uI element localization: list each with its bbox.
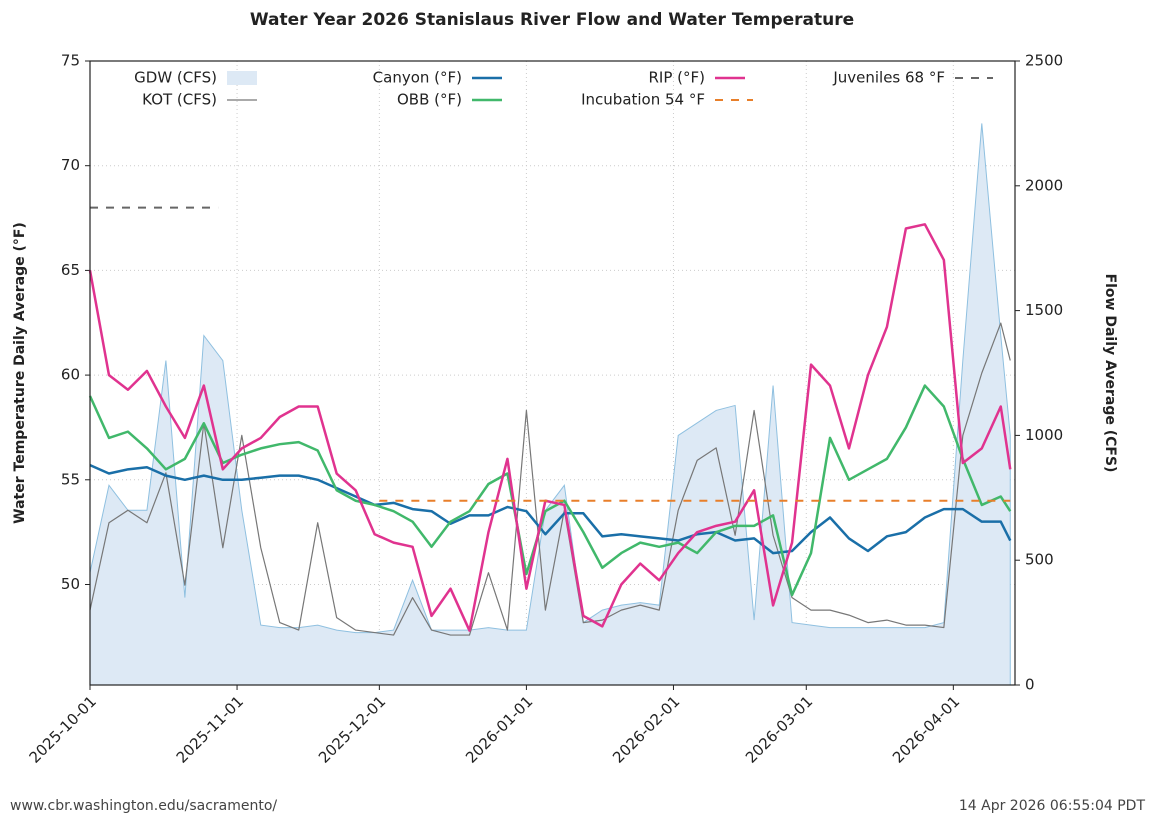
area bbox=[89, 123, 1011, 686]
y-tick-label: 75 bbox=[61, 52, 80, 70]
y2-tick-label: 2500 bbox=[1025, 52, 1063, 70]
legend-label: KOT (CFS) bbox=[142, 91, 217, 109]
y2-axis-label: Flow Daily Average (CFS) bbox=[1102, 274, 1118, 473]
y2-tick-label: 500 bbox=[1025, 551, 1054, 569]
plot-frame bbox=[89, 60, 1016, 686]
x-tick-label: 2025-11-01 bbox=[173, 692, 247, 766]
line bbox=[88, 384, 1012, 597]
x-tick-label: 2026-02-01 bbox=[609, 692, 683, 766]
y2-tick-label: 0 bbox=[1025, 676, 1035, 694]
y-tick-label: 60 bbox=[61, 366, 80, 384]
legend-label: GDW (CFS) bbox=[134, 69, 217, 87]
chart-title: Water Year 2026 Stanislaus River Flow an… bbox=[250, 10, 854, 30]
y2-tick-label: 1000 bbox=[1025, 426, 1063, 444]
legend-swatch bbox=[227, 71, 257, 85]
y-tick-label: 70 bbox=[61, 156, 80, 174]
y-tick-label: 55 bbox=[61, 470, 80, 488]
legend-label: Juveniles 68 °F bbox=[832, 69, 945, 87]
x-tick-label: 2026-04-01 bbox=[889, 692, 963, 766]
y2-tick-label: 2000 bbox=[1025, 176, 1063, 194]
x-tick-label: 2025-10-01 bbox=[26, 692, 100, 766]
legend-label: RIP (°F) bbox=[649, 69, 706, 87]
line bbox=[88, 223, 1012, 632]
legend-label: OBB (°F) bbox=[397, 91, 462, 109]
x-tick-label: 2026-01-01 bbox=[462, 692, 536, 766]
legend-label: Incubation 54 °F bbox=[581, 91, 705, 109]
y-axis-label: Water Temperature Daily Average (°F) bbox=[12, 222, 28, 524]
legend-label: Canyon (°F) bbox=[373, 69, 462, 87]
timestamp: 14 Apr 2026 06:55:04 PDT bbox=[959, 798, 1146, 814]
line bbox=[89, 463, 1012, 555]
source-url: www.cbr.washington.edu/sacramento/ bbox=[10, 798, 277, 814]
y-tick-label: 65 bbox=[61, 261, 80, 279]
x-tick-label: 2026-03-01 bbox=[742, 692, 816, 766]
y-tick-label: 50 bbox=[61, 575, 80, 593]
y2-tick-label: 1500 bbox=[1025, 301, 1063, 319]
x-tick-label: 2025-12-01 bbox=[315, 692, 389, 766]
